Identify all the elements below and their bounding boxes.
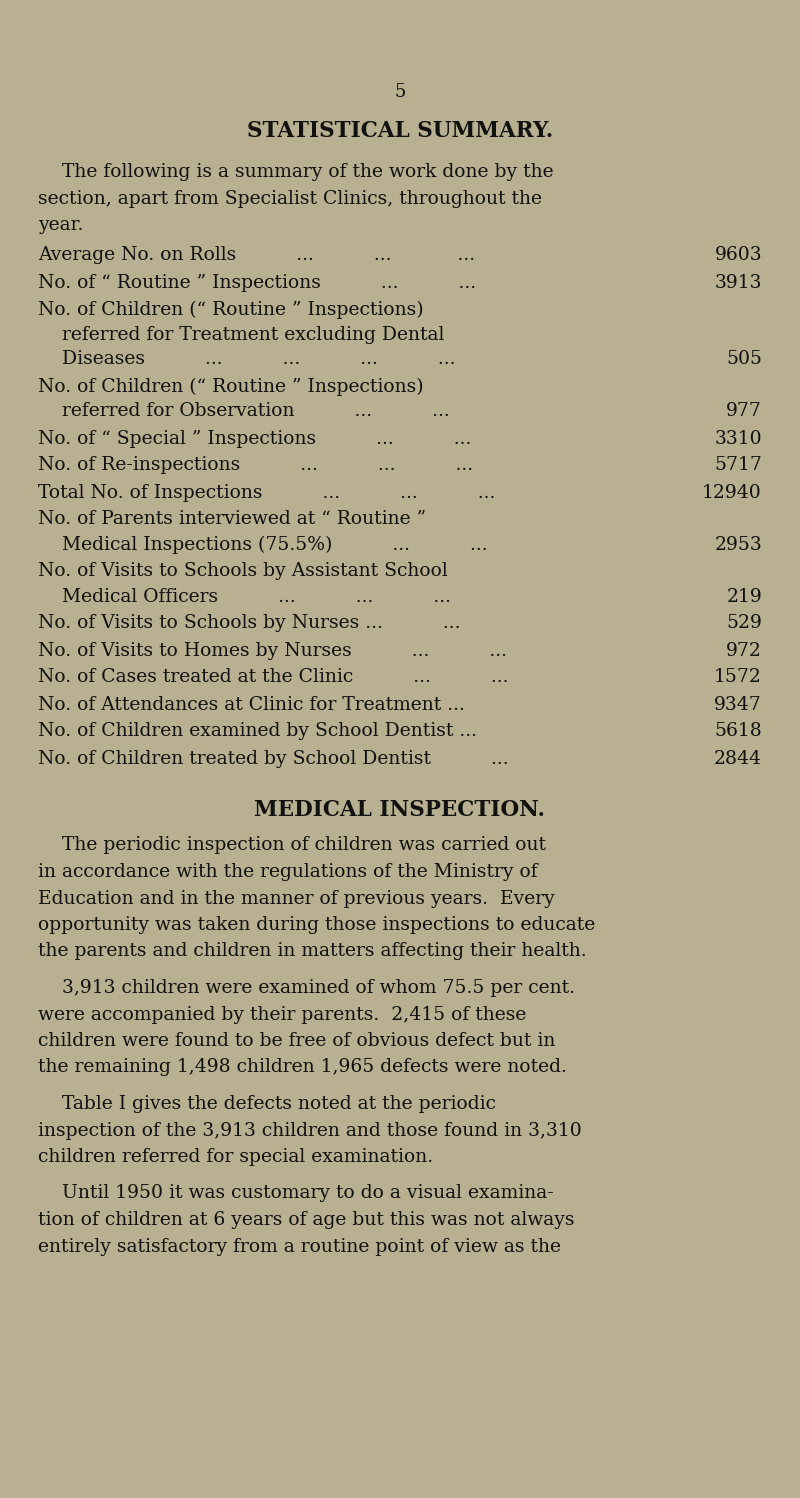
Text: No. of Cases treated at the Clinic          ...          ...: No. of Cases treated at the Clinic ... .… bbox=[38, 668, 509, 686]
Text: No. of Children treated by School Dentist          ...: No. of Children treated by School Dentis… bbox=[38, 749, 509, 767]
Text: 972: 972 bbox=[726, 641, 762, 659]
Text: Medical Officers          ...          ...          ...: Medical Officers ... ... ... bbox=[38, 587, 451, 605]
Text: Diseases          ...          ...          ...          ...: Diseases ... ... ... ... bbox=[38, 351, 455, 369]
Text: No. of Children (“ Routine ” Inspections): No. of Children (“ Routine ” Inspections… bbox=[38, 301, 424, 319]
Text: referred for Observation          ...          ...: referred for Observation ... ... bbox=[38, 403, 450, 421]
Text: tion of children at 6 years of age but this was not always: tion of children at 6 years of age but t… bbox=[38, 1210, 574, 1228]
Text: The following is a summary of the work done by the: The following is a summary of the work d… bbox=[38, 163, 554, 181]
Text: were accompanied by their parents.  2,415 of these: were accompanied by their parents. 2,415… bbox=[38, 1005, 526, 1023]
Text: 2953: 2953 bbox=[714, 535, 762, 553]
Text: MEDICAL INSPECTION.: MEDICAL INSPECTION. bbox=[254, 798, 546, 821]
Text: children were found to be free of obvious defect but in: children were found to be free of obviou… bbox=[38, 1032, 555, 1050]
Text: 529: 529 bbox=[726, 614, 762, 632]
Text: The periodic inspection of children was carried out: The periodic inspection of children was … bbox=[38, 836, 546, 854]
Text: 505: 505 bbox=[726, 351, 762, 369]
Text: in accordance with the regulations of the Ministry of: in accordance with the regulations of th… bbox=[38, 863, 538, 881]
Text: 5618: 5618 bbox=[714, 722, 762, 740]
Text: 219: 219 bbox=[726, 587, 762, 605]
Text: entirely satisfactory from a routine point of view as the: entirely satisfactory from a routine poi… bbox=[38, 1237, 561, 1255]
Text: children referred for special examination.: children referred for special examinatio… bbox=[38, 1147, 433, 1165]
Text: Until 1950 it was customary to do a visual examina-: Until 1950 it was customary to do a visu… bbox=[38, 1185, 554, 1203]
Text: year.: year. bbox=[38, 216, 83, 234]
Text: 9347: 9347 bbox=[714, 695, 762, 713]
Text: No. of “ Routine ” Inspections          ...          ...: No. of “ Routine ” Inspections ... ... bbox=[38, 274, 476, 292]
Text: No. of Visits to Homes by Nurses          ...          ...: No. of Visits to Homes by Nurses ... ... bbox=[38, 641, 507, 659]
Text: No. of Re-inspections          ...          ...          ...: No. of Re-inspections ... ... ... bbox=[38, 457, 473, 475]
Text: No. of Children (“ Routine ” Inspections): No. of Children (“ Routine ” Inspections… bbox=[38, 377, 424, 395]
Text: Table I gives the defects noted at the periodic: Table I gives the defects noted at the p… bbox=[38, 1095, 496, 1113]
Text: No. of Children examined by School Dentist ...: No. of Children examined by School Denti… bbox=[38, 722, 477, 740]
Text: No. of Visits to Schools by Assistant School: No. of Visits to Schools by Assistant Sc… bbox=[38, 563, 448, 581]
Text: section, apart from Specialist Clinics, throughout the: section, apart from Specialist Clinics, … bbox=[38, 190, 542, 208]
Text: Education and in the manner of previous years.  Every: Education and in the manner of previous … bbox=[38, 890, 554, 908]
Text: 2844: 2844 bbox=[714, 749, 762, 767]
Text: 3913: 3913 bbox=[714, 274, 762, 292]
Text: 3,913 children were examined of whom 75.5 per cent.: 3,913 children were examined of whom 75.… bbox=[38, 980, 575, 998]
Text: 5: 5 bbox=[394, 82, 406, 100]
Text: 12940: 12940 bbox=[702, 484, 762, 502]
Text: No. of Attendances at Clinic for Treatment ...: No. of Attendances at Clinic for Treatme… bbox=[38, 695, 465, 713]
Text: No. of “ Special ” Inspections          ...          ...: No. of “ Special ” Inspections ... ... bbox=[38, 430, 471, 448]
Text: Total No. of Inspections          ...          ...          ...: Total No. of Inspections ... ... ... bbox=[38, 484, 495, 502]
Text: opportunity was taken during those inspections to educate: opportunity was taken during those inspe… bbox=[38, 915, 595, 933]
Text: referred for Treatment excluding Dental: referred for Treatment excluding Dental bbox=[38, 325, 444, 343]
Text: the remaining 1,498 children 1,965 defects were noted.: the remaining 1,498 children 1,965 defec… bbox=[38, 1059, 567, 1077]
Text: 1572: 1572 bbox=[714, 668, 762, 686]
Text: 3310: 3310 bbox=[714, 430, 762, 448]
Text: the parents and children in matters affecting their health.: the parents and children in matters affe… bbox=[38, 942, 586, 960]
Text: 977: 977 bbox=[726, 403, 762, 421]
Text: Average No. on Rolls          ...          ...           ...: Average No. on Rolls ... ... ... bbox=[38, 247, 475, 265]
Text: No. of Parents interviewed at “ Routine ”: No. of Parents interviewed at “ Routine … bbox=[38, 511, 426, 529]
Text: Medical Inspections (75.5%)          ...          ...: Medical Inspections (75.5%) ... ... bbox=[38, 535, 488, 554]
Text: 5717: 5717 bbox=[714, 457, 762, 475]
Text: 9603: 9603 bbox=[714, 247, 762, 265]
Text: inspection of the 3,913 children and those found in 3,310: inspection of the 3,913 children and tho… bbox=[38, 1122, 582, 1140]
Text: No. of Visits to Schools by Nurses ...          ...: No. of Visits to Schools by Nurses ... .… bbox=[38, 614, 461, 632]
Text: STATISTICAL SUMMARY.: STATISTICAL SUMMARY. bbox=[247, 120, 553, 142]
